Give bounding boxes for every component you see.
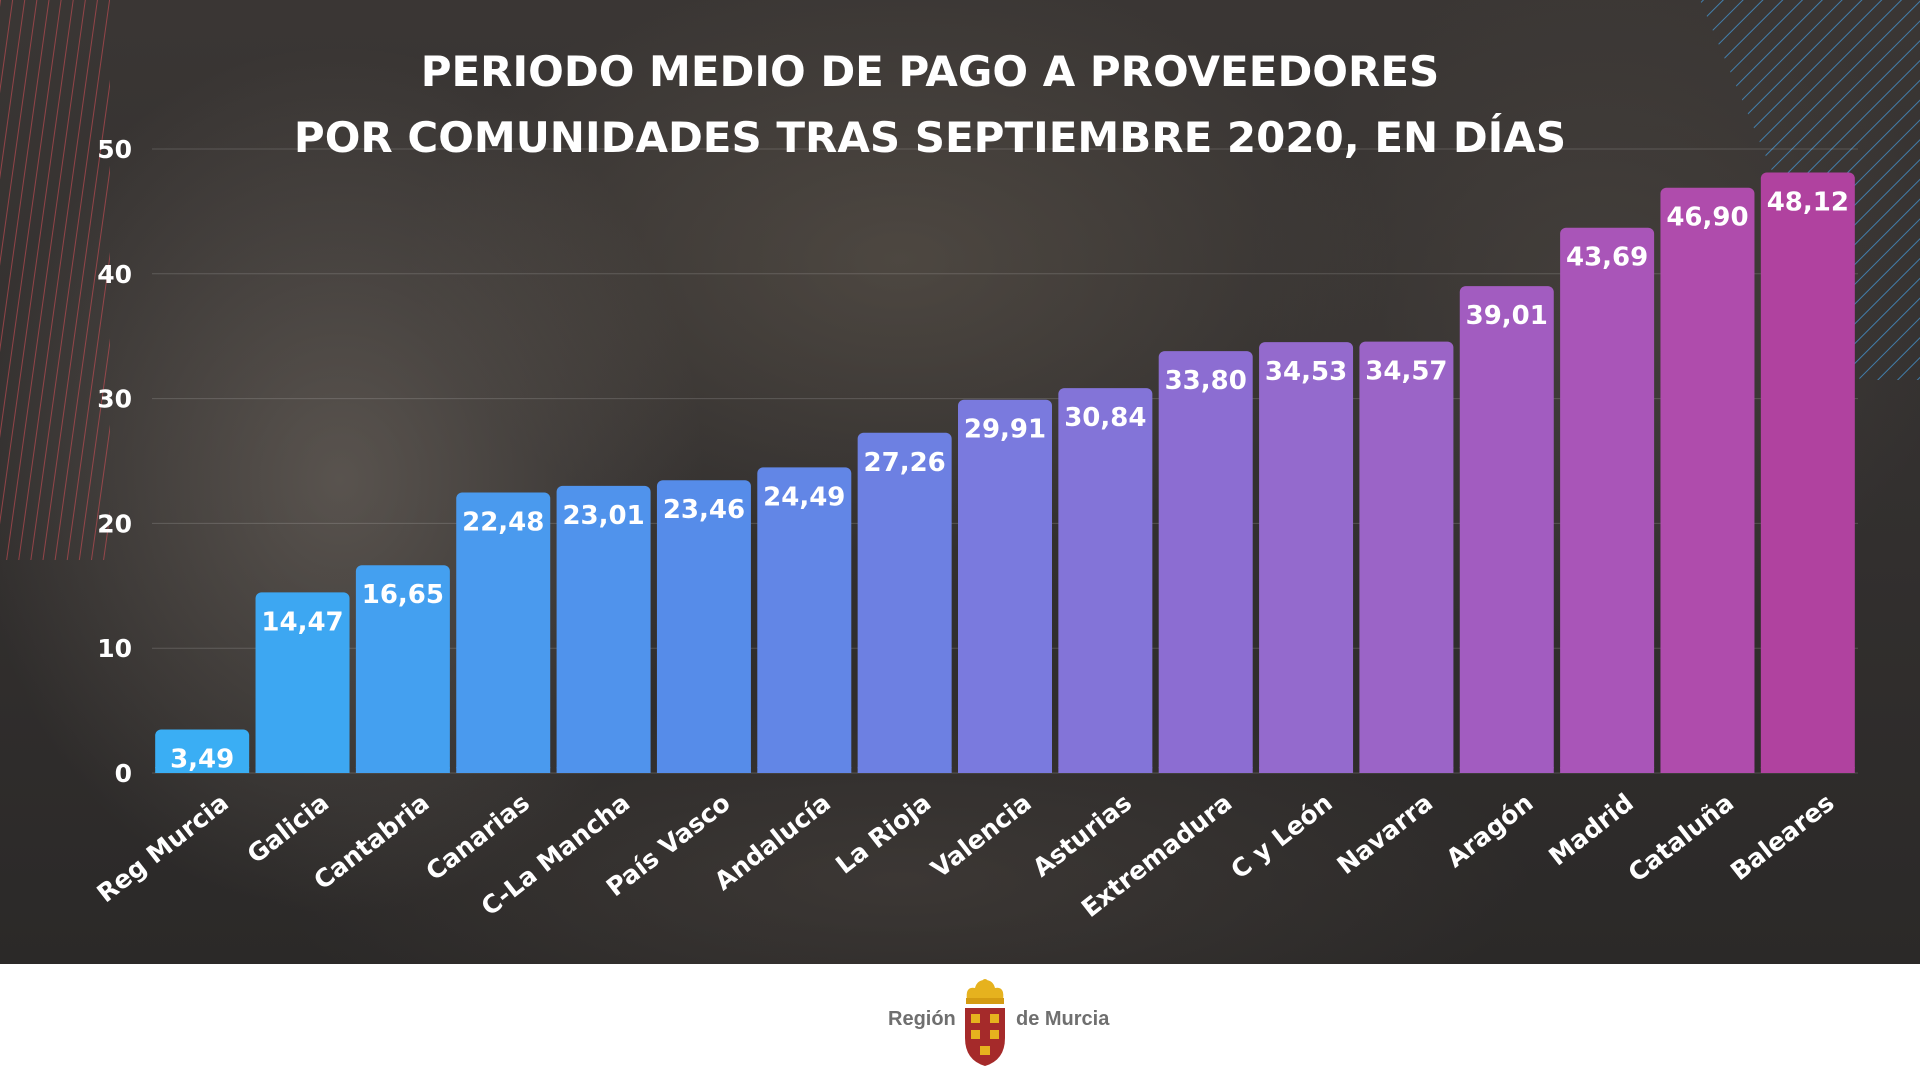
y-tick-label: 40: [97, 260, 132, 289]
bar-base: [656, 767, 751, 773]
bar: [1158, 351, 1253, 773]
data-label: 23,01: [562, 501, 644, 531]
data-label: 34,57: [1365, 357, 1447, 387]
bar-base: [958, 767, 1052, 773]
x-tick-label: Aragón: [1441, 788, 1539, 873]
bar-base: [1760, 767, 1855, 773]
y-tick-label: 30: [97, 385, 132, 414]
y-tick-label: 50: [97, 135, 132, 164]
bar: [958, 399, 1052, 773]
y-tick-label: 20: [97, 509, 132, 538]
bar: [757, 467, 852, 773]
data-label: 48,12: [1767, 187, 1849, 217]
bar-base: [1259, 767, 1354, 773]
data-label: 27,26: [864, 448, 946, 478]
bar-base: [1158, 767, 1253, 773]
x-tick-label: Cataluña: [1623, 788, 1739, 888]
data-label: 46,90: [1666, 203, 1748, 233]
bar-base: [857, 767, 952, 773]
data-label: 14,47: [261, 607, 343, 637]
bar: [656, 480, 751, 773]
bar: [857, 432, 952, 773]
x-tick-label: Valencia: [926, 788, 1037, 884]
data-label: 34,53: [1265, 357, 1347, 387]
bar: [255, 592, 350, 773]
bar: [155, 729, 250, 773]
bar: [556, 485, 651, 773]
data-label: 3,49: [170, 744, 234, 774]
chart-subtitle: POR COMUNIDADES TRAS SEPTIEMBRE 2020, EN…: [294, 112, 1566, 162]
footer: [0, 964, 1920, 1080]
bar-base: [1359, 767, 1454, 773]
bar: [1760, 172, 1855, 773]
data-label: 30,84: [1064, 403, 1146, 433]
bar-chart: 0 10 20 30 40 50 3,49 14,47 16,65 22,48 23,01 23,4…: [0, 0, 1920, 908]
data-label: 24,49: [763, 482, 845, 512]
x-tick-label: La Rioja: [830, 788, 936, 880]
bar-base: [1459, 767, 1554, 773]
bar-base: [1058, 767, 1153, 773]
logo-text-region: Región: [888, 1008, 956, 1030]
x-tick-label: Reg Murcia: [91, 788, 233, 908]
x-tick-label: Galicia: [242, 788, 335, 869]
bar-base: [456, 767, 551, 773]
bar-base: [155, 767, 250, 773]
bar: [1259, 342, 1354, 773]
data-label: 23,46: [663, 495, 745, 525]
bar-base: [1660, 767, 1755, 773]
data-label: 22,48: [462, 507, 544, 537]
x-tick-label: Madrid: [1543, 788, 1638, 871]
data-label: 16,65: [362, 580, 444, 610]
bar-base: [556, 767, 651, 773]
y-tick-label: 0: [115, 759, 132, 788]
bar-base: [255, 767, 350, 773]
decorative-hatch-left: [0, 0, 110, 560]
bar: [1359, 341, 1454, 773]
bar: [456, 492, 551, 773]
logo-text-de-murcia: de Murcia: [1016, 1008, 1110, 1030]
bar: [355, 565, 450, 773]
data-label: 29,91: [964, 415, 1046, 445]
region-de-murcia-logo: Región de Murcia: [888, 978, 1118, 1070]
y-tick-label: 10: [97, 634, 132, 663]
bar-base: [757, 767, 852, 773]
bar: [1560, 227, 1655, 774]
data-label: 33,80: [1165, 366, 1247, 396]
x-tick-label: C y León: [1225, 788, 1337, 885]
data-label: 43,69: [1566, 243, 1648, 273]
data-label: 39,01: [1466, 301, 1548, 331]
chart-panel: 0 10 20 30 40 50 3,49 14,47 16,65 22,48 23,01 23,4…: [0, 0, 1920, 964]
bar-base: [355, 767, 450, 773]
bar: [1660, 187, 1755, 774]
x-tick-label: Baleares: [1725, 788, 1839, 886]
chart-title: PERIODO MEDIO DE PAGO A PROVEEDORES: [421, 47, 1440, 96]
bar-base: [1560, 767, 1655, 773]
bar: [1058, 388, 1153, 773]
x-tick-label: Navarra: [1332, 788, 1439, 880]
coat-of-arms-icon: [965, 979, 1005, 1066]
bar: [1459, 286, 1554, 773]
